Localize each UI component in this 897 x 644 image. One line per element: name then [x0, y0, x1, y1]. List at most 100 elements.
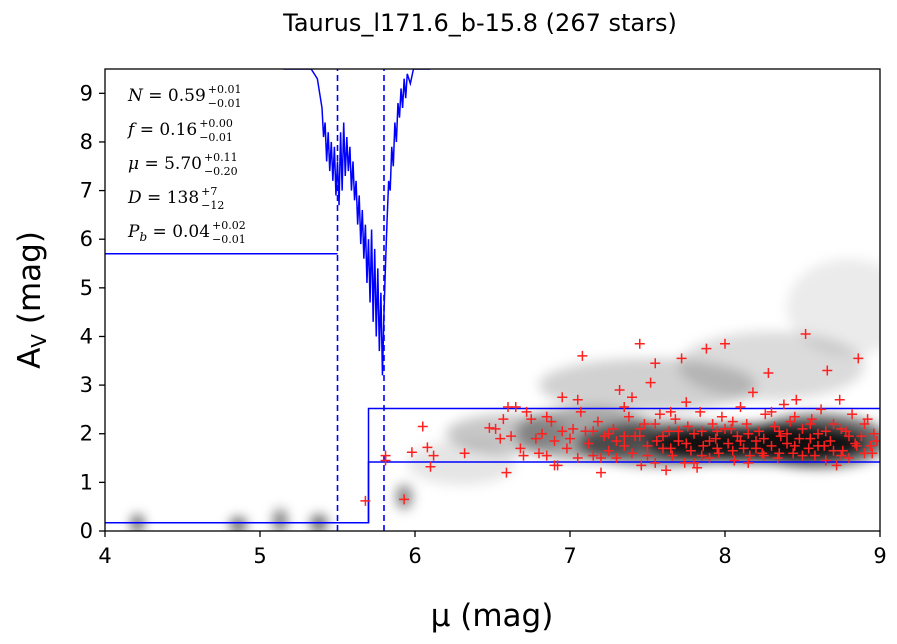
plot-frame [104, 68, 881, 532]
star-marker [619, 401, 630, 412]
star-marker [682, 421, 693, 432]
star-marker [710, 433, 721, 444]
star-marker [417, 421, 428, 432]
y-axis-title: AV (mag) [12, 231, 51, 369]
star-marker [498, 414, 509, 425]
star-marker [867, 448, 878, 459]
density-blob [748, 414, 880, 468]
density-blob [273, 509, 287, 531]
density-blob [132, 514, 143, 531]
star-marker [557, 392, 568, 403]
x-axis-title: μ (mag) [431, 598, 554, 634]
star-marker [561, 443, 572, 454]
star-marker [592, 416, 603, 427]
star-marker [506, 431, 517, 442]
star-marker [751, 443, 761, 454]
star-marker [816, 404, 827, 415]
star-marker [406, 447, 417, 458]
star-marker [565, 433, 575, 444]
star-marker [399, 494, 410, 505]
star-marker [627, 448, 637, 459]
star-marker [577, 350, 588, 361]
star-marker [490, 423, 501, 434]
fit-parameter-lower-error: −0.01 [199, 131, 233, 144]
star-marker [868, 428, 879, 439]
y-axis-title-main: A [12, 348, 48, 369]
fit-parameter-label: N = 0.59 [127, 86, 206, 106]
star-marker [778, 399, 789, 410]
fit-parameter-lower-error: −0.20 [204, 165, 238, 178]
x-tick-label: 4 [98, 544, 111, 568]
star-marker [685, 445, 696, 456]
star-marker [704, 436, 715, 447]
star-marker [634, 338, 645, 349]
y-axis: 0 1 2 3 4 5 6 7 8 9 [80, 81, 105, 543]
star-marker [673, 426, 684, 437]
star-marker [747, 387, 758, 398]
star-marker [735, 401, 746, 412]
density-blob [787, 258, 880, 356]
star-marker [741, 419, 752, 430]
x-axis: 4 5 6 7 8 9 [98, 531, 887, 568]
star-marker [596, 467, 606, 478]
star-marker [788, 448, 799, 459]
star-marker [774, 426, 785, 437]
star-marker [642, 450, 653, 461]
star-marker [627, 392, 637, 403]
star-marker [805, 419, 816, 430]
star-marker [822, 365, 833, 376]
star-marker [428, 450, 439, 461]
star-marker [679, 457, 690, 468]
star-marker [611, 453, 622, 464]
star-marker [727, 445, 738, 456]
star-marker [557, 426, 568, 437]
star-marker [596, 453, 606, 464]
star-marker [820, 426, 831, 437]
star-marker [782, 428, 792, 439]
fit-parameter-upper-error: +0.02 [212, 219, 246, 232]
star-marker [791, 394, 802, 405]
star-marker [583, 438, 594, 449]
star-marker [654, 409, 665, 420]
star-marker [459, 448, 470, 459]
star-marker [820, 455, 831, 466]
star-marker [766, 440, 777, 451]
star-marker [735, 436, 746, 447]
star-marker [772, 453, 783, 464]
star-marker [712, 443, 723, 454]
x-tick-label: 6 [408, 544, 421, 568]
star-marker [716, 411, 727, 422]
star-marker [651, 436, 662, 447]
star-marker [521, 406, 532, 417]
star-marker [534, 448, 544, 459]
star-marker [667, 450, 678, 461]
star-marker [360, 495, 371, 506]
density-blob [230, 517, 247, 531]
star-marker [789, 411, 800, 422]
y-tick-label: 6 [80, 227, 93, 251]
star-marker [665, 443, 676, 454]
star-marker [422, 442, 433, 453]
fit-parameter-label: f = 0.16 [126, 120, 197, 140]
star-marker [803, 443, 814, 454]
star-marker [743, 428, 754, 439]
star-marker [515, 443, 526, 454]
star-marker [794, 433, 805, 444]
star-marker [619, 440, 630, 451]
star-marker [572, 453, 583, 464]
star-marker [614, 384, 625, 395]
star-marker [836, 450, 847, 461]
star-marker [766, 406, 777, 417]
star-marker [623, 411, 634, 422]
star-marker [850, 438, 861, 449]
star-marker [834, 394, 845, 405]
star-marker [541, 450, 552, 461]
star-marker [484, 422, 495, 433]
star-marker [495, 433, 506, 444]
star-marker [789, 440, 800, 451]
star-marker [775, 431, 786, 442]
star-marker [537, 428, 548, 439]
star-marker [743, 457, 754, 468]
x-tick-label: 8 [718, 544, 731, 568]
